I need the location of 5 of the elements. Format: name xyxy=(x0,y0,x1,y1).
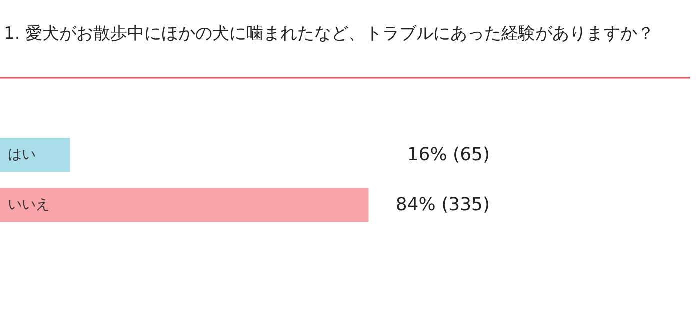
chart-title: 1. 愛犬がお散歩中にほかの犬に噛まれたなど、トラブルにあった経験がありますか？ xyxy=(4,24,655,44)
y-tick-label: はい xyxy=(8,147,36,163)
data-label: 84% (335) xyxy=(396,194,490,216)
y-tick-label: いいえ xyxy=(8,197,50,213)
data-label: 16% (65) xyxy=(407,144,490,166)
